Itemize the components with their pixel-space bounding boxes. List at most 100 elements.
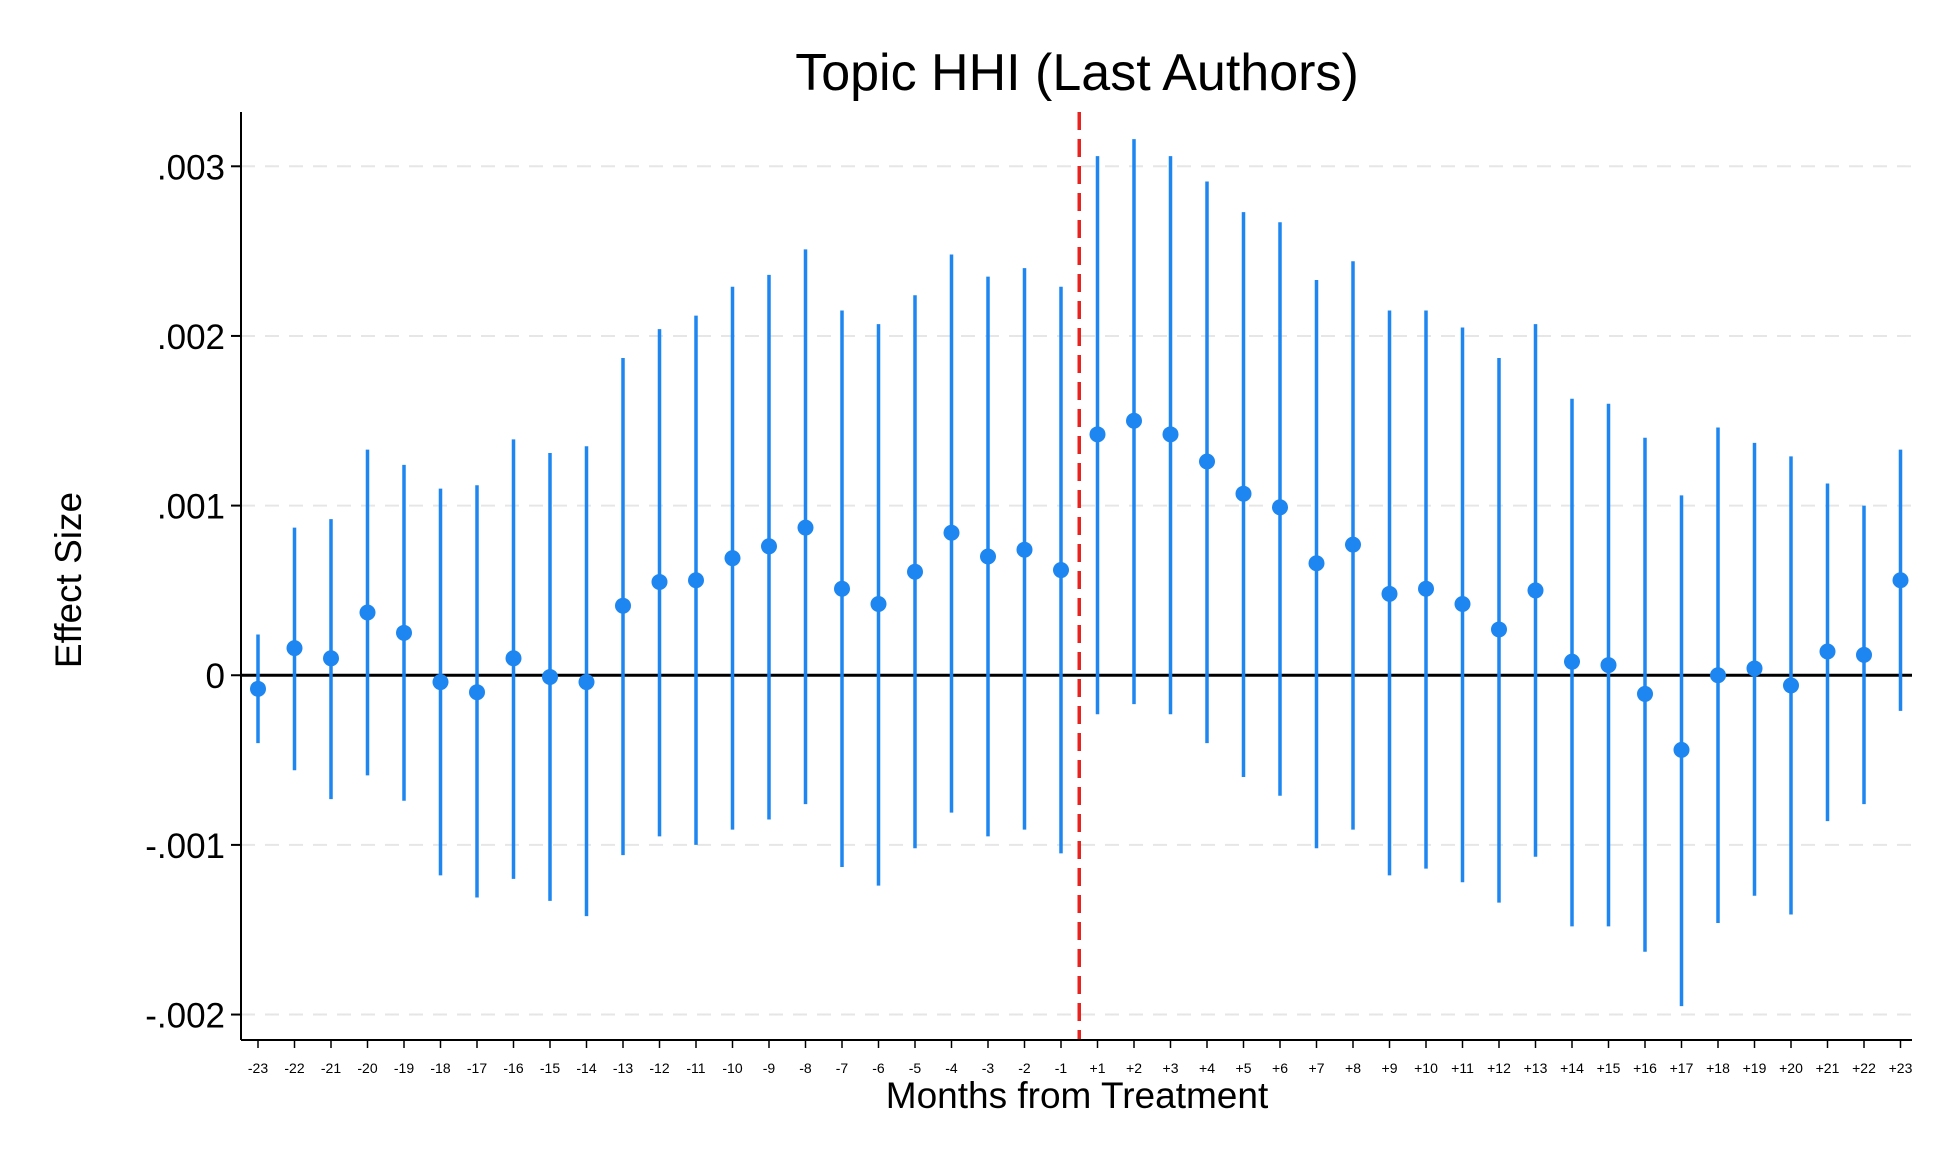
y-tick-label: -.001 bbox=[145, 827, 225, 866]
point-estimate bbox=[1783, 677, 1799, 694]
x-tick-label: -4 bbox=[945, 1060, 958, 1076]
point-estimate bbox=[1564, 653, 1580, 670]
y-tick-label: -.002 bbox=[145, 997, 225, 1036]
x-tick-label: -8 bbox=[799, 1060, 812, 1076]
point-estimate bbox=[1491, 621, 1507, 638]
point-estimate bbox=[286, 640, 303, 657]
point-estimate bbox=[1454, 595, 1471, 612]
y-tick-label: 0 bbox=[206, 657, 225, 696]
x-tick-label: -22 bbox=[284, 1060, 304, 1076]
point-estimate bbox=[432, 674, 449, 691]
x-tick-label: +13 bbox=[1524, 1060, 1548, 1076]
point-estimate bbox=[1199, 453, 1215, 470]
point-estimate bbox=[688, 572, 704, 589]
x-tick-label: -6 bbox=[872, 1060, 885, 1076]
point-estimate bbox=[1345, 536, 1361, 553]
point-estimate bbox=[1819, 643, 1836, 660]
x-tick-label: +9 bbox=[1382, 1060, 1398, 1076]
point-estimate bbox=[1162, 426, 1179, 443]
point-estimate bbox=[1637, 685, 1653, 702]
point-estimate bbox=[505, 650, 522, 667]
point-estimate bbox=[1053, 562, 1069, 579]
point-estimate bbox=[1673, 741, 1690, 758]
point-estimate bbox=[1892, 572, 1909, 589]
point-estimate bbox=[1600, 657, 1617, 674]
x-tick-label: +10 bbox=[1414, 1060, 1438, 1076]
x-tick-label: +11 bbox=[1451, 1060, 1474, 1076]
chart-title: Topic HHI (Last Authors) bbox=[795, 44, 1359, 102]
x-tick-label: -19 bbox=[394, 1060, 414, 1076]
point-estimate bbox=[980, 548, 996, 565]
x-tick-label: -5 bbox=[909, 1060, 922, 1076]
point-estimate bbox=[651, 573, 668, 590]
point-estimate bbox=[1016, 541, 1033, 558]
point-estimate bbox=[797, 519, 814, 536]
point-estimate bbox=[1089, 426, 1106, 443]
x-tick-label: +17 bbox=[1670, 1060, 1694, 1076]
point-estimate bbox=[761, 538, 777, 555]
x-tick-label: -3 bbox=[982, 1060, 995, 1076]
point-estimate bbox=[1710, 667, 1726, 684]
x-tick-label: +15 bbox=[1597, 1060, 1621, 1076]
x-tick-label: +7 bbox=[1309, 1060, 1325, 1076]
x-tick-label: -20 bbox=[357, 1060, 377, 1076]
x-tick-label: +22 bbox=[1852, 1060, 1876, 1076]
x-tick-label: -10 bbox=[722, 1060, 742, 1076]
x-tick-label: -23 bbox=[248, 1060, 268, 1076]
point-estimate bbox=[834, 580, 850, 597]
point-estimate bbox=[1418, 580, 1434, 597]
point-estimate bbox=[724, 550, 741, 567]
x-tick-label: -9 bbox=[763, 1060, 776, 1076]
point-estimate bbox=[1235, 485, 1252, 502]
point-estimate bbox=[250, 680, 266, 697]
point-estimate bbox=[396, 624, 412, 641]
point-estimate bbox=[1381, 585, 1398, 602]
x-tick-label: +19 bbox=[1743, 1060, 1767, 1076]
y-tick-label: .002 bbox=[157, 318, 225, 357]
x-tick-label: +16 bbox=[1633, 1060, 1657, 1076]
point-estimate bbox=[943, 524, 960, 541]
x-tick-label: -13 bbox=[613, 1060, 633, 1076]
point-estimate bbox=[323, 650, 339, 667]
point-estimate bbox=[1746, 660, 1763, 677]
x-tick-label: +4 bbox=[1199, 1060, 1215, 1076]
x-tick-label: +23 bbox=[1889, 1060, 1913, 1076]
point-estimate bbox=[469, 684, 485, 701]
x-tick-label: -18 bbox=[430, 1060, 450, 1076]
x-tick-label: +3 bbox=[1163, 1060, 1179, 1076]
y-tick-label: .001 bbox=[157, 488, 225, 527]
x-tick-label: +6 bbox=[1272, 1060, 1288, 1076]
x-tick-label: -14 bbox=[576, 1060, 596, 1076]
x-tick-label: -11 bbox=[686, 1060, 705, 1076]
x-tick-label: +2 bbox=[1126, 1060, 1142, 1076]
x-tick-label: -12 bbox=[649, 1060, 669, 1076]
point-estimate bbox=[870, 595, 887, 612]
x-tick-label: -16 bbox=[503, 1060, 523, 1076]
x-tick-label: -15 bbox=[540, 1060, 560, 1076]
x-tick-label: +20 bbox=[1779, 1060, 1803, 1076]
point-estimate bbox=[1527, 582, 1544, 599]
x-tick-label: -21 bbox=[321, 1060, 341, 1076]
x-axis-label: Months from Treatment bbox=[886, 1075, 1269, 1116]
point-estimate bbox=[359, 604, 376, 621]
x-tick-label: -17 bbox=[467, 1060, 487, 1076]
point-estimate bbox=[907, 563, 923, 580]
point-estimate bbox=[615, 597, 631, 614]
point-estimate bbox=[1308, 555, 1325, 572]
x-tick-label: +21 bbox=[1816, 1060, 1840, 1076]
point-estimate bbox=[1272, 499, 1288, 516]
grid-layer bbox=[241, 165, 1912, 1016]
y-tick-label: .003 bbox=[157, 148, 225, 187]
x-tick-label: -2 bbox=[1018, 1060, 1031, 1076]
point-estimates bbox=[250, 412, 1909, 758]
x-tick-label: +8 bbox=[1345, 1060, 1361, 1076]
point-estimate bbox=[578, 674, 595, 691]
x-tick-label: +18 bbox=[1706, 1060, 1730, 1076]
point-estimate bbox=[1126, 412, 1142, 429]
x-tick-label: +12 bbox=[1487, 1060, 1511, 1076]
y-axis-label: Effect Size bbox=[48, 492, 89, 668]
x-tick-label: +5 bbox=[1236, 1060, 1252, 1076]
x-tick-label: +1 bbox=[1090, 1060, 1106, 1076]
